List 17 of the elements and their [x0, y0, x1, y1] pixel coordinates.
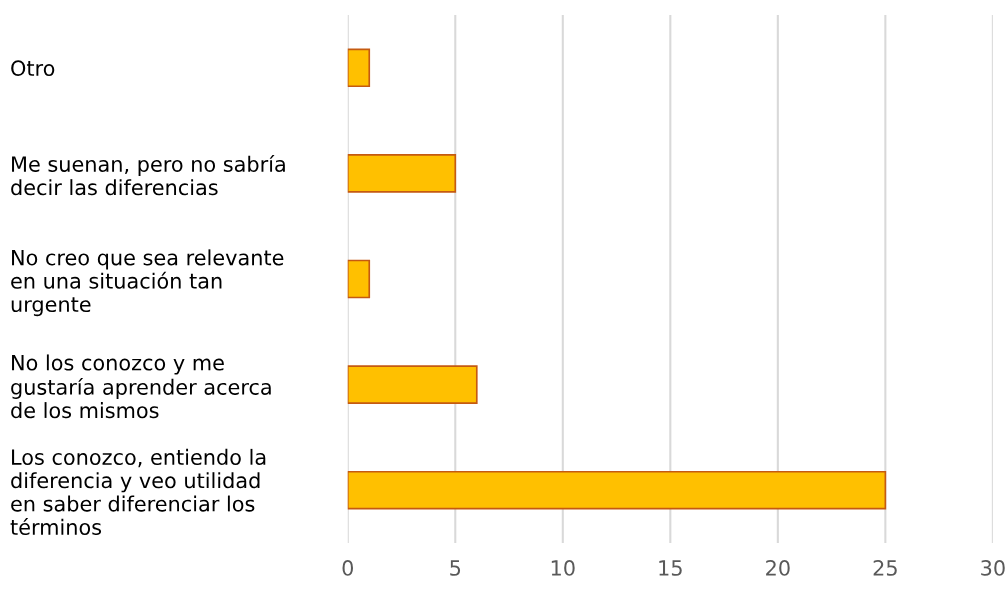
bar: [347, 48, 371, 88]
y-tick-label: Me suenan, pero no sabría decir las diferencias: [11, 154, 285, 196]
x-tick-label: 15: [659, 560, 682, 576]
bar: [347, 154, 457, 193]
y-tick-label: Los conozco, entiendo la diferencia y veo utilidad en saber diferenciar los términos: [10, 448, 266, 535]
y-tick-label: No los conozco y me gustaría aprender acerca de los mismos: [11, 354, 271, 419]
y-tick-label: No creo que sea relevante en una situación tan urgente: [11, 249, 284, 317]
x-tick-label: 20: [766, 560, 790, 576]
bar: [347, 470, 887, 510]
y-tick-label: Otro: [11, 60, 55, 77]
x-tick-label: 30: [981, 560, 1005, 576]
x-tick-label: 25: [873, 560, 897, 576]
bar: [347, 259, 371, 299]
bar: [347, 365, 478, 404]
x-tick-label: 5: [450, 560, 461, 576]
x-tick-label: 10: [551, 560, 575, 576]
x-tick-label: 0: [342, 560, 353, 576]
